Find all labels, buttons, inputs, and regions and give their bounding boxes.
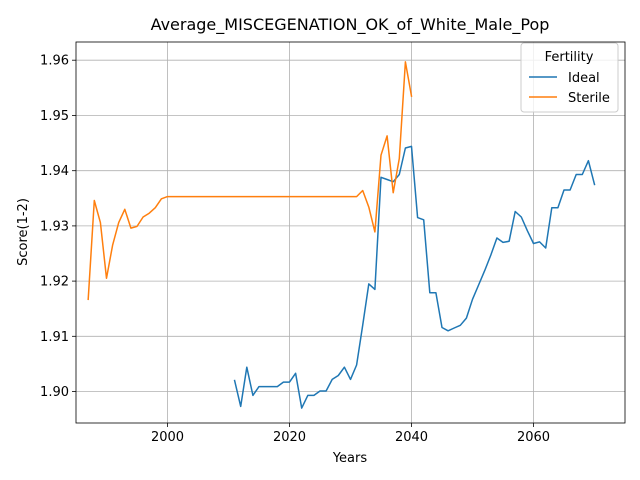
legend-label-sterile: Sterile (568, 91, 610, 106)
y-tick-label: 1.91 (40, 330, 69, 345)
series-line-ideal (233, 145, 596, 409)
y-tick-label: 1.93 (40, 219, 69, 234)
legend-box (520, 42, 619, 113)
legend-label-ideal: Ideal (568, 71, 600, 86)
y-tick-label: 1.95 (40, 109, 69, 124)
x-tick-label: 2020 (273, 430, 306, 445)
y-tick-label: 1.92 (40, 275, 69, 290)
chart-title: Average_MISCEGENATION_OK_of_White_Male_P… (151, 15, 550, 35)
y-tick-label: 1.96 (40, 54, 69, 69)
x-tick-label: 2000 (151, 430, 184, 445)
y-axis-label: Score(1-2) (16, 198, 31, 266)
x-tick-label: 2060 (517, 430, 550, 445)
axes-frame (75, 41, 626, 424)
legend-title: Fertility (545, 50, 594, 65)
y-tick-label: 1.94 (40, 164, 69, 179)
series-layer (87, 61, 596, 409)
x-tick-label: 2040 (395, 430, 428, 445)
y-axis-ticks: 1.90 1.91 1.92 1.93 1.94 1.95 1.96 (40, 54, 76, 400)
legend: Fertility Ideal Sterile (520, 42, 619, 113)
y-tick-label: 1.90 (40, 385, 69, 400)
x-axis-label: Years (332, 451, 368, 466)
x-axis-ticks: 2000 2020 2040 2060 (151, 423, 550, 445)
series-line-sterile (87, 61, 413, 301)
